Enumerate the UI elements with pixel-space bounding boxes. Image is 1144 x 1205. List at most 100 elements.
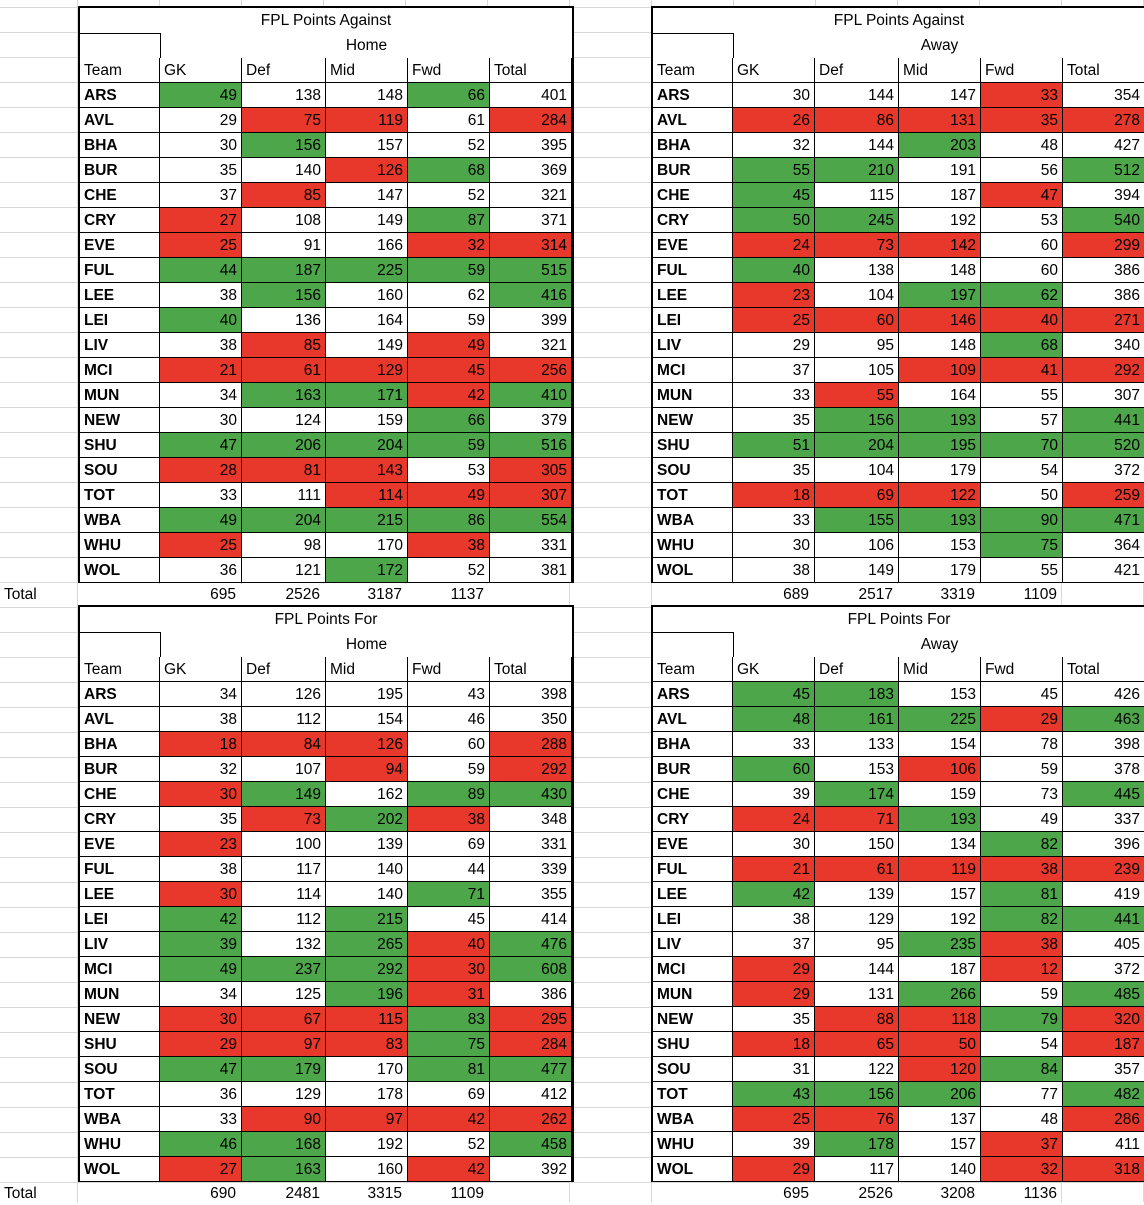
value-cell[interactable]: 178 bbox=[326, 1082, 408, 1107]
value-cell[interactable]: 299 bbox=[1063, 233, 1144, 258]
value-cell[interactable]: 153 bbox=[899, 682, 981, 707]
team-cell[interactable]: WBA bbox=[653, 508, 733, 533]
value-cell[interactable]: 12 bbox=[981, 957, 1063, 982]
value-cell[interactable]: 153 bbox=[815, 757, 899, 782]
value-cell[interactable]: 107 bbox=[242, 757, 326, 782]
header-def[interactable]: Def bbox=[815, 58, 899, 83]
value-cell[interactable]: 129 bbox=[326, 358, 408, 383]
team-cell[interactable]: MUN bbox=[653, 982, 733, 1007]
value-cell[interactable]: 68 bbox=[408, 158, 490, 183]
header-def[interactable]: Def bbox=[242, 657, 326, 682]
value-cell[interactable]: 35 bbox=[981, 108, 1063, 133]
value-cell[interactable]: 295 bbox=[490, 1007, 572, 1032]
value-cell[interactable]: 33 bbox=[160, 483, 242, 508]
team-cell[interactable]: LIV bbox=[80, 932, 160, 957]
value-cell[interactable]: 38 bbox=[408, 807, 490, 832]
value-cell[interactable]: 477 bbox=[490, 1057, 572, 1082]
value-cell[interactable]: 195 bbox=[899, 433, 981, 458]
value-cell[interactable]: 482 bbox=[1063, 1082, 1144, 1107]
value-cell[interactable]: 30 bbox=[160, 133, 242, 158]
header-def[interactable]: Def bbox=[242, 58, 326, 83]
value-cell[interactable]: 55 bbox=[815, 383, 899, 408]
team-cell[interactable]: LEI bbox=[80, 907, 160, 932]
table-title[interactable]: FPL Points Against bbox=[80, 8, 572, 34]
value-cell[interactable]: 75 bbox=[981, 533, 1063, 558]
value-cell[interactable]: 125 bbox=[242, 982, 326, 1007]
team-cell[interactable]: LEE bbox=[653, 882, 733, 907]
value-cell[interactable]: 90 bbox=[242, 1107, 326, 1132]
value-cell[interactable]: 187 bbox=[242, 258, 326, 283]
value-cell[interactable]: 79 bbox=[981, 1007, 1063, 1032]
value-cell[interactable]: 144 bbox=[815, 957, 899, 982]
value-cell[interactable]: 206 bbox=[242, 433, 326, 458]
team-cell[interactable]: AVL bbox=[653, 707, 733, 732]
team-cell[interactable]: WHU bbox=[80, 533, 160, 558]
team-cell[interactable]: AVL bbox=[80, 707, 160, 732]
value-cell[interactable]: 164 bbox=[899, 383, 981, 408]
value-cell[interactable]: 89 bbox=[408, 782, 490, 807]
team-cell[interactable]: SOU bbox=[653, 1057, 733, 1082]
value-cell[interactable]: 118 bbox=[899, 1007, 981, 1032]
value-cell[interactable]: 147 bbox=[326, 183, 408, 208]
header-fwd[interactable]: Fwd bbox=[408, 657, 490, 682]
value-cell[interactable]: 46 bbox=[408, 707, 490, 732]
value-cell[interactable]: 112 bbox=[242, 707, 326, 732]
team-cell[interactable]: CHE bbox=[80, 782, 160, 807]
team-cell[interactable]: LEI bbox=[80, 308, 160, 333]
value-cell[interactable]: 35 bbox=[733, 458, 815, 483]
value-cell[interactable]: 38 bbox=[981, 857, 1063, 882]
value-cell[interactable]: 416 bbox=[490, 283, 572, 308]
value-cell[interactable]: 82 bbox=[981, 832, 1063, 857]
total-cell[interactable]: 1109 bbox=[406, 1183, 488, 1205]
value-cell[interactable]: 52 bbox=[408, 133, 490, 158]
value-cell[interactable]: 71 bbox=[408, 882, 490, 907]
value-cell[interactable]: 350 bbox=[490, 707, 572, 732]
value-cell[interactable]: 84 bbox=[242, 732, 326, 757]
value-cell[interactable]: 148 bbox=[326, 83, 408, 108]
value-cell[interactable]: 81 bbox=[981, 882, 1063, 907]
total-cell[interactable]: 2517 bbox=[813, 584, 897, 606]
value-cell[interactable]: 24 bbox=[733, 807, 815, 832]
value-cell[interactable]: 321 bbox=[490, 333, 572, 358]
value-cell[interactable]: 150 bbox=[815, 832, 899, 857]
value-cell[interactable]: 179 bbox=[899, 558, 981, 583]
value-cell[interactable]: 49 bbox=[408, 333, 490, 358]
value-cell[interactable]: 54 bbox=[981, 1032, 1063, 1057]
header-gk[interactable]: GK bbox=[160, 657, 242, 682]
team-cell[interactable]: BUR bbox=[80, 158, 160, 183]
value-cell[interactable]: 143 bbox=[326, 458, 408, 483]
value-cell[interactable]: 60 bbox=[733, 757, 815, 782]
value-cell[interactable]: 144 bbox=[815, 133, 899, 158]
value-cell[interactable]: 144 bbox=[815, 83, 899, 108]
total-cell[interactable]: 3208 bbox=[897, 1183, 979, 1205]
value-cell[interactable]: 398 bbox=[490, 682, 572, 707]
team-cell[interactable]: NEW bbox=[653, 1007, 733, 1032]
value-cell[interactable]: 59 bbox=[981, 982, 1063, 1007]
value-cell[interactable]: 398 bbox=[1063, 732, 1144, 757]
team-cell[interactable]: LIV bbox=[653, 932, 733, 957]
header-mid[interactable]: Mid bbox=[326, 58, 408, 83]
value-cell[interactable]: 60 bbox=[408, 732, 490, 757]
team-cell[interactable]: ARS bbox=[80, 682, 160, 707]
value-cell[interactable]: 120 bbox=[899, 1057, 981, 1082]
value-cell[interactable]: 134 bbox=[899, 832, 981, 857]
value-cell[interactable]: 187 bbox=[899, 183, 981, 208]
team-cell[interactable]: LEE bbox=[80, 283, 160, 308]
value-cell[interactable]: 27 bbox=[160, 208, 242, 233]
value-cell[interactable]: 29 bbox=[733, 333, 815, 358]
value-cell[interactable]: 73 bbox=[815, 233, 899, 258]
header-fwd[interactable]: Fwd bbox=[981, 657, 1063, 682]
team-cell[interactable]: MCI bbox=[80, 358, 160, 383]
total-cell[interactable]: 2526 bbox=[240, 584, 324, 606]
value-cell[interactable]: 94 bbox=[326, 757, 408, 782]
value-cell[interactable]: 77 bbox=[981, 1082, 1063, 1107]
value-cell[interactable]: 126 bbox=[242, 682, 326, 707]
value-cell[interactable]: 91 bbox=[242, 233, 326, 258]
value-cell[interactable]: 97 bbox=[242, 1032, 326, 1057]
value-cell[interactable]: 40 bbox=[733, 258, 815, 283]
value-cell[interactable]: 105 bbox=[815, 358, 899, 383]
value-cell[interactable]: 25 bbox=[733, 308, 815, 333]
value-cell[interactable]: 357 bbox=[1063, 1057, 1144, 1082]
value-cell[interactable]: 45 bbox=[408, 907, 490, 932]
value-cell[interactable]: 178 bbox=[815, 1132, 899, 1157]
